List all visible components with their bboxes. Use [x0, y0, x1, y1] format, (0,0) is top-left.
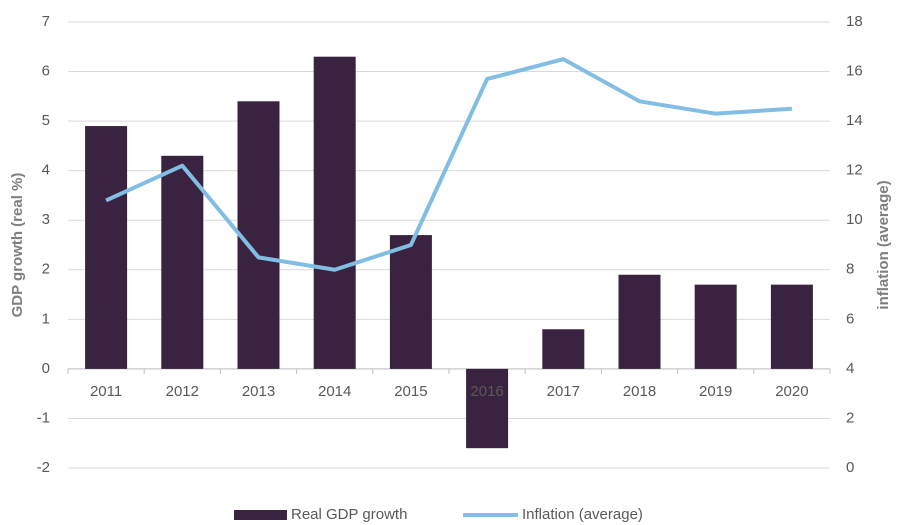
y-tick-label: 7 — [42, 13, 50, 30]
bar — [389, 235, 432, 369]
bar — [237, 101, 280, 369]
y2-tick-label: 2 — [846, 409, 854, 426]
y-tick-label: 2 — [42, 261, 50, 278]
x-tick-label: 2015 — [394, 383, 427, 400]
y2-tick-label: 14 — [846, 112, 863, 129]
legend-label: Inflation (average) — [522, 506, 643, 523]
x-tick-label: 2012 — [166, 383, 199, 400]
x-tick-label: 2016 — [470, 383, 503, 400]
y2-tick-label: 8 — [846, 261, 854, 278]
x-tick-label: 2011 — [90, 383, 122, 400]
x-tick-label: 2017 — [547, 383, 580, 400]
x-tick-label: 2014 — [318, 383, 351, 400]
y-tick-label: 5 — [42, 112, 50, 129]
bar — [85, 126, 128, 369]
x-tick-label: 2013 — [242, 383, 275, 400]
y2-axis-title: inflation (average) — [875, 180, 892, 309]
line — [105, 57, 793, 272]
y2-tick-label: 4 — [846, 360, 854, 377]
x-tick-label: 2020 — [775, 383, 808, 400]
bar — [161, 155, 204, 369]
y2-tick-label: 16 — [846, 63, 863, 80]
y2-tick-label: 6 — [846, 310, 854, 327]
bar — [770, 284, 813, 369]
y2-tick-label: 10 — [846, 211, 863, 228]
bar — [618, 274, 661, 369]
y-tick-label: 6 — [42, 63, 50, 80]
bar — [694, 284, 737, 369]
y-tick-label: -1 — [37, 409, 50, 426]
y-tick-label: -2 — [37, 459, 50, 476]
y-axis-title: GDP growth (real %) — [9, 173, 26, 318]
y2-tick-label: 12 — [846, 162, 863, 179]
y-tick-label: 4 — [42, 162, 50, 179]
y-tick-label: 0 — [42, 360, 50, 377]
bar — [466, 368, 509, 449]
x-tick-label: 2018 — [623, 383, 656, 400]
bar — [542, 329, 585, 369]
y-tick-label: 3 — [42, 211, 50, 228]
y-tick-label: 1 — [42, 310, 50, 327]
legend-swatch — [234, 510, 287, 520]
bar — [313, 56, 356, 369]
y2-tick-label: 0 — [846, 459, 854, 476]
y2-tick-label: 18 — [846, 13, 863, 30]
x-tick-label: 2019 — [699, 383, 732, 400]
legend-label: Real GDP growth — [291, 506, 407, 523]
